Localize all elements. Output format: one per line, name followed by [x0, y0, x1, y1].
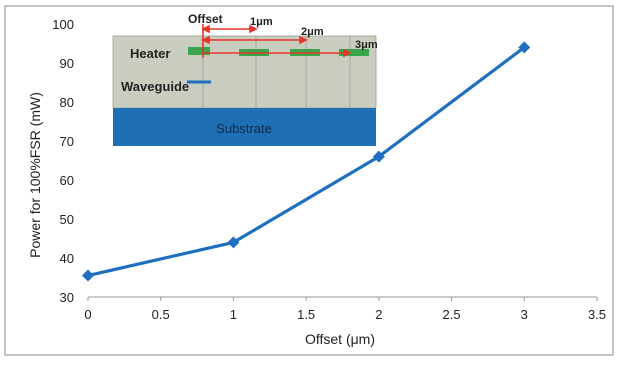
data-point-marker: [227, 236, 240, 249]
y-axis-label: Power for 100%FSR (mW): [27, 92, 43, 258]
x-tick-label: 3.5: [588, 307, 606, 322]
data-point-marker: [82, 269, 94, 282]
y-tick-label: 70: [60, 134, 74, 149]
y-tick-label: 100: [52, 17, 74, 32]
y-tick-label: 40: [60, 251, 74, 266]
x-tick-label: 0: [84, 307, 91, 322]
inset-heater-block: [188, 47, 210, 55]
inset-offset-1um: 1μm: [250, 16, 273, 28]
device-inset: Substrate Heater Waveguide Offset 1μm 2μ…: [112, 12, 378, 146]
y-tick-label: 60: [60, 173, 74, 188]
x-tick-label: 2.5: [443, 307, 461, 322]
inset-substrate: [113, 108, 376, 146]
y-tick-labels: 30 40 50 60 70 80 90 100: [52, 17, 74, 305]
inset-offset-arrows: [201, 24, 352, 58]
x-tick-label: 1: [230, 307, 237, 322]
x-tick-label: 2: [375, 307, 382, 322]
inset-heater-block: [339, 49, 369, 56]
x-tick-labels: 0 0.5 1 1.5 2 2.5 3 3.5: [84, 297, 606, 322]
y-tick-label: 50: [60, 212, 74, 227]
inset-offset-2um: 2μm: [301, 26, 324, 38]
data-point-marker: [372, 150, 385, 163]
x-axis-label: Offset (μm): [305, 331, 375, 347]
series-line: [87, 46, 526, 278]
inset-substrate-label: Substrate: [216, 121, 272, 136]
x-tick-label: 0.5: [152, 307, 170, 322]
x-tick-label: 1.5: [297, 307, 315, 322]
series-group: [82, 41, 531, 282]
x-tick-label: 3: [521, 307, 528, 322]
inset-waveguide-label: Waveguide: [121, 79, 189, 94]
inset-heater-label: Heater: [130, 46, 170, 61]
inset-offset-label: Offset: [188, 12, 223, 26]
y-tick-label: 90: [60, 56, 74, 71]
inset-offset-3um: 3μm: [355, 39, 378, 51]
y-tick-label: 30: [60, 290, 74, 305]
data-point-marker: [518, 41, 531, 54]
y-tick-label: 80: [60, 95, 74, 110]
